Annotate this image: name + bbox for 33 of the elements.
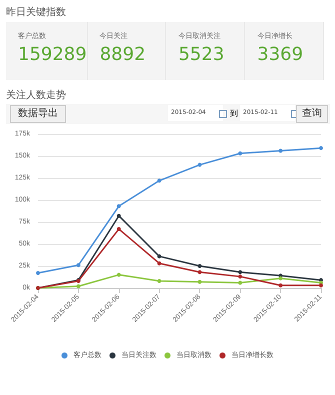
point xyxy=(157,278,162,283)
point xyxy=(278,148,283,153)
point xyxy=(319,283,323,288)
point xyxy=(157,254,162,258)
data-label: 8892 xyxy=(100,44,146,65)
text: 查询 xyxy=(296,105,328,123)
point xyxy=(238,280,242,285)
data-label: 159289 xyxy=(18,44,87,65)
point xyxy=(36,271,40,276)
point xyxy=(198,162,202,167)
point xyxy=(198,264,202,268)
point xyxy=(278,276,283,280)
point xyxy=(278,283,283,288)
point xyxy=(198,270,202,274)
point xyxy=(76,263,80,268)
point xyxy=(157,178,162,183)
point xyxy=(157,261,162,266)
point xyxy=(198,280,202,284)
point xyxy=(238,270,242,274)
data-label: 3369 xyxy=(257,44,304,65)
text: 到 xyxy=(230,108,238,119)
point xyxy=(319,146,323,150)
point xyxy=(116,204,121,208)
point xyxy=(116,227,121,232)
data-label: 5523 xyxy=(178,44,224,65)
point xyxy=(116,272,121,277)
text: 昨日关键指数 xyxy=(6,6,66,19)
point xyxy=(76,284,80,288)
point xyxy=(116,214,121,218)
chart-title: 关注人数走势 xyxy=(6,88,66,102)
point xyxy=(238,274,242,279)
point xyxy=(238,151,242,156)
text: 数据导出 xyxy=(10,105,66,123)
